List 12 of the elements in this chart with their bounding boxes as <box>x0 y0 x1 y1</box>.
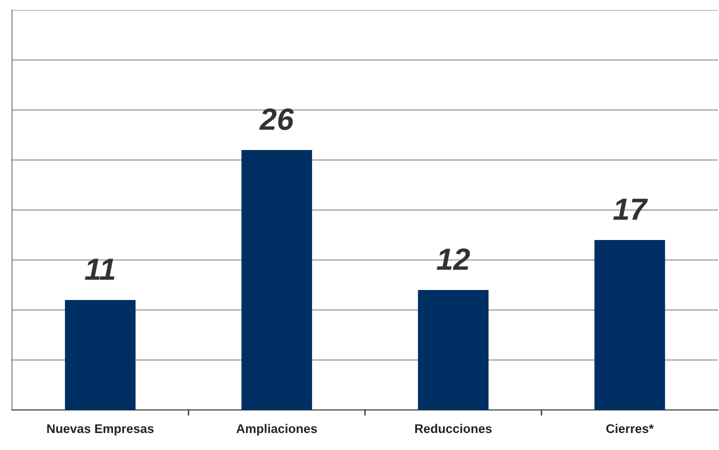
bar <box>241 150 312 410</box>
data-label: 17 <box>613 198 648 220</box>
data-label: 12 <box>436 248 470 270</box>
data-label: 26 <box>259 108 294 130</box>
x-tick-label: Ampliaciones <box>236 424 317 436</box>
x-tick-label: Reducciones <box>415 424 492 434</box>
data-label: 11 <box>84 258 114 280</box>
x-tick-label: Cierres* <box>606 424 654 434</box>
bar <box>418 290 489 410</box>
x-tick-label: Nuevas Empresas <box>47 424 154 436</box>
bar <box>64 300 136 410</box>
bar <box>594 240 666 410</box>
